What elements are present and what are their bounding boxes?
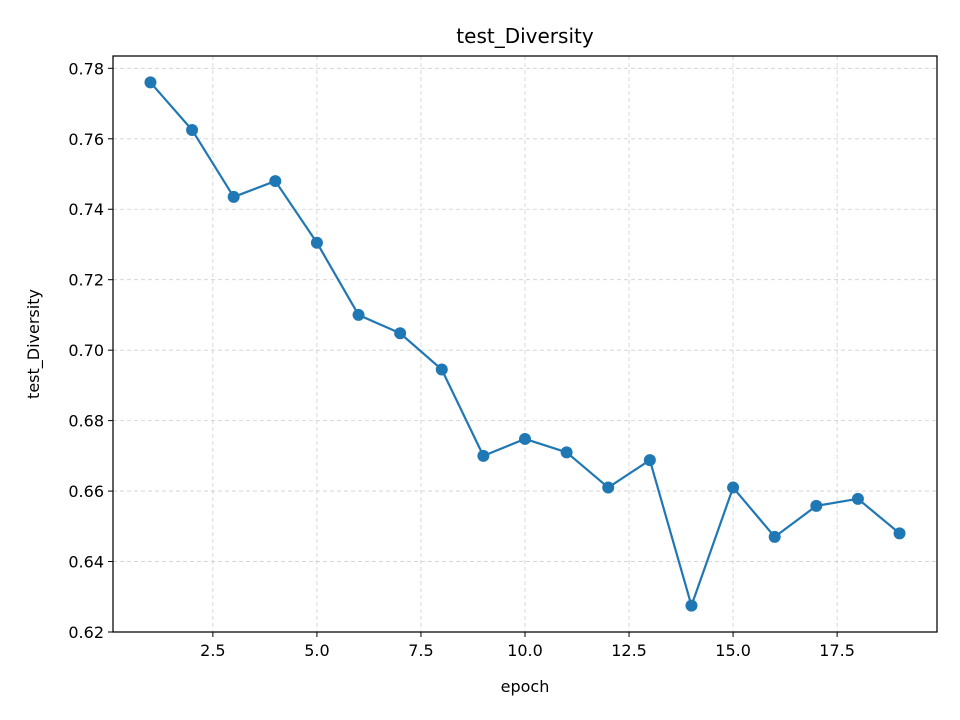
x-tick-label: 10.0 [507, 641, 543, 660]
x-axis-label: epoch [501, 677, 550, 696]
data-point [893, 527, 906, 540]
data-point [394, 327, 407, 340]
data-point [435, 363, 448, 376]
x-tick-label: 12.5 [611, 641, 647, 660]
x-tick-label: 7.5 [408, 641, 433, 660]
x-tick-label: 2.5 [200, 641, 225, 660]
data-point [810, 499, 823, 512]
data-point [519, 432, 531, 445]
y-tick-label: 0.70 [68, 341, 104, 360]
data-point [727, 481, 740, 494]
data-point [477, 449, 490, 462]
series-layer [144, 76, 906, 612]
y-tick-label: 0.72 [68, 271, 104, 290]
x-tick-label: 5.0 [304, 641, 329, 660]
data-point [310, 236, 323, 249]
data-point [144, 76, 157, 89]
data-point [768, 530, 781, 543]
y-tick-label: 0.64 [68, 553, 104, 572]
y-tick-label: 0.62 [68, 623, 104, 642]
y-tick-label: 0.78 [68, 59, 104, 78]
data-point [560, 446, 573, 459]
data-point [602, 481, 615, 494]
chart-title: test_Diversity [456, 24, 594, 48]
tick-layer: 2.5 5.0 7.5 10.0 12.5 15.0 17.5 0.62 0.64 0.66 0.6… [68, 59, 855, 660]
data-point [352, 308, 365, 321]
data-point [269, 175, 282, 188]
x-tick-label: 15.0 [715, 641, 751, 660]
grid-layer [113, 56, 937, 633]
y-axis-label: test_Diversity [24, 289, 44, 399]
y-tick-label: 0.66 [68, 482, 104, 501]
y-tick-label: 0.76 [68, 130, 104, 149]
data-point [851, 492, 864, 505]
data-point [685, 599, 698, 612]
data-point [643, 454, 656, 467]
x-tick-label: 17.5 [819, 641, 855, 660]
data-point [186, 123, 199, 136]
data-point [227, 190, 240, 203]
y-tick-label: 0.68 [68, 412, 104, 431]
y-tick-label: 0.74 [68, 200, 104, 219]
